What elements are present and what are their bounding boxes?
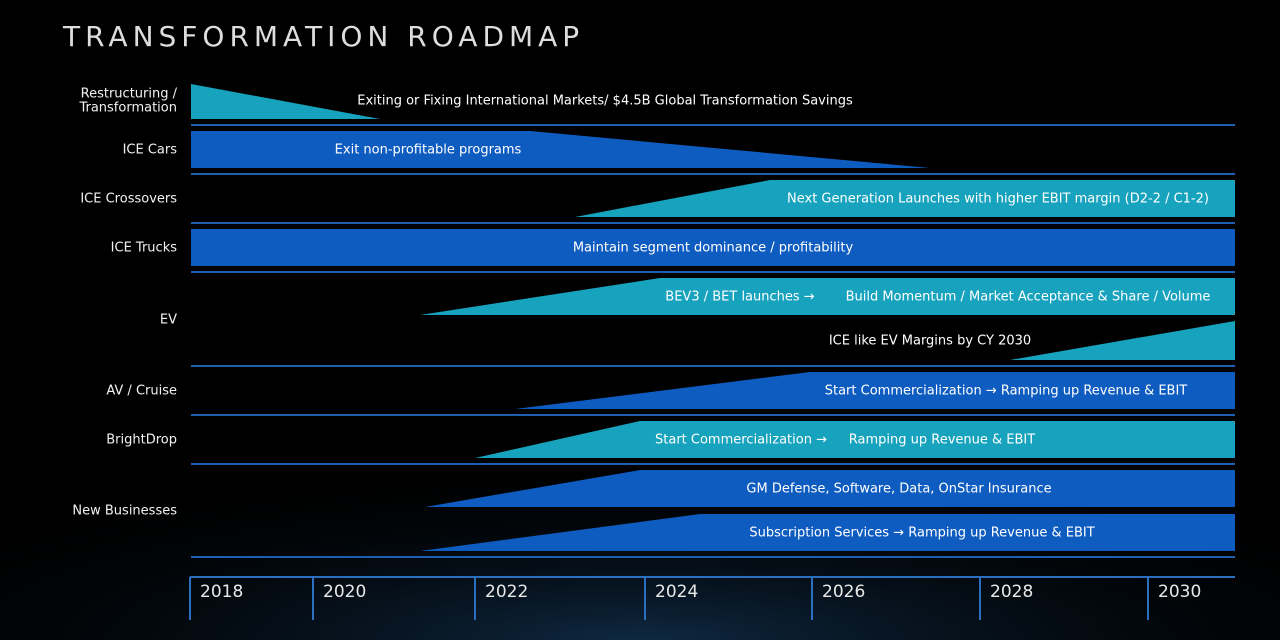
row-label: ICE Crossovers [80, 192, 177, 207]
bar [420, 278, 1235, 315]
bar [191, 131, 930, 168]
year-label: 2028 [990, 582, 1033, 602]
bar-text: Exit non-profitable programs [335, 143, 522, 158]
year-axis: 2018 2020 2022 2024 2026 2028 2030 [189, 576, 1235, 620]
bar-text: Ramping up Revenue & EBIT [849, 433, 1035, 448]
background-glow [0, 380, 1280, 640]
year-label: 2020 [323, 582, 366, 602]
bar-text: Exiting or Fixing International Markets/… [357, 94, 853, 109]
bar-text: GM Defense, Software, Data, OnStar Insur… [746, 482, 1051, 497]
bar-text: Build Momentum / Market Acceptance & Sha… [846, 290, 1211, 305]
bar-texts: Exiting or Fixing International Markets/… [335, 94, 1211, 541]
row-label: BrightDrop [106, 433, 177, 448]
bar-text: Next Generation Launches with higher EBI… [787, 192, 1209, 207]
year-label: 2030 [1158, 582, 1201, 602]
year-label: 2026 [822, 582, 865, 602]
row-label: New Businesses [72, 504, 177, 519]
bar-text: Start Commercialization → Ramping up Rev… [825, 384, 1188, 399]
row-label: ICE Cars [123, 143, 178, 158]
bar [575, 180, 1235, 217]
bar-text: BEV3 / BET launches → [665, 290, 814, 305]
bar [191, 84, 380, 119]
row-labels: Restructuring / Transformation ICE Cars … [72, 87, 177, 519]
year-label: 2024 [655, 582, 698, 602]
row-label: Transformation [78, 101, 177, 116]
bar [425, 470, 1235, 507]
bar-text: Start Commercialization → [655, 433, 827, 448]
year-label: 2018 [200, 582, 243, 602]
bar [420, 514, 1235, 551]
bars [191, 84, 1235, 551]
row-label: EV [160, 313, 177, 328]
year-label: 2022 [485, 582, 528, 602]
row-label: Restructuring / [81, 87, 178, 102]
row-label: ICE Trucks [111, 241, 178, 256]
bar [191, 229, 1235, 266]
bar-text: ICE like EV Margins by CY 2030 [829, 334, 1031, 349]
bar-text: Subscription Services → Ramping up Reven… [749, 526, 1094, 541]
bar-text: Maintain segment dominance / profitabili… [573, 241, 854, 256]
bar [475, 421, 1235, 458]
row-label: AV / Cruise [106, 384, 177, 399]
separators [191, 124, 1235, 558]
bar [1010, 321, 1235, 360]
title: TRANSFORMATION ROADMAP [62, 20, 584, 53]
bar [515, 372, 1235, 409]
